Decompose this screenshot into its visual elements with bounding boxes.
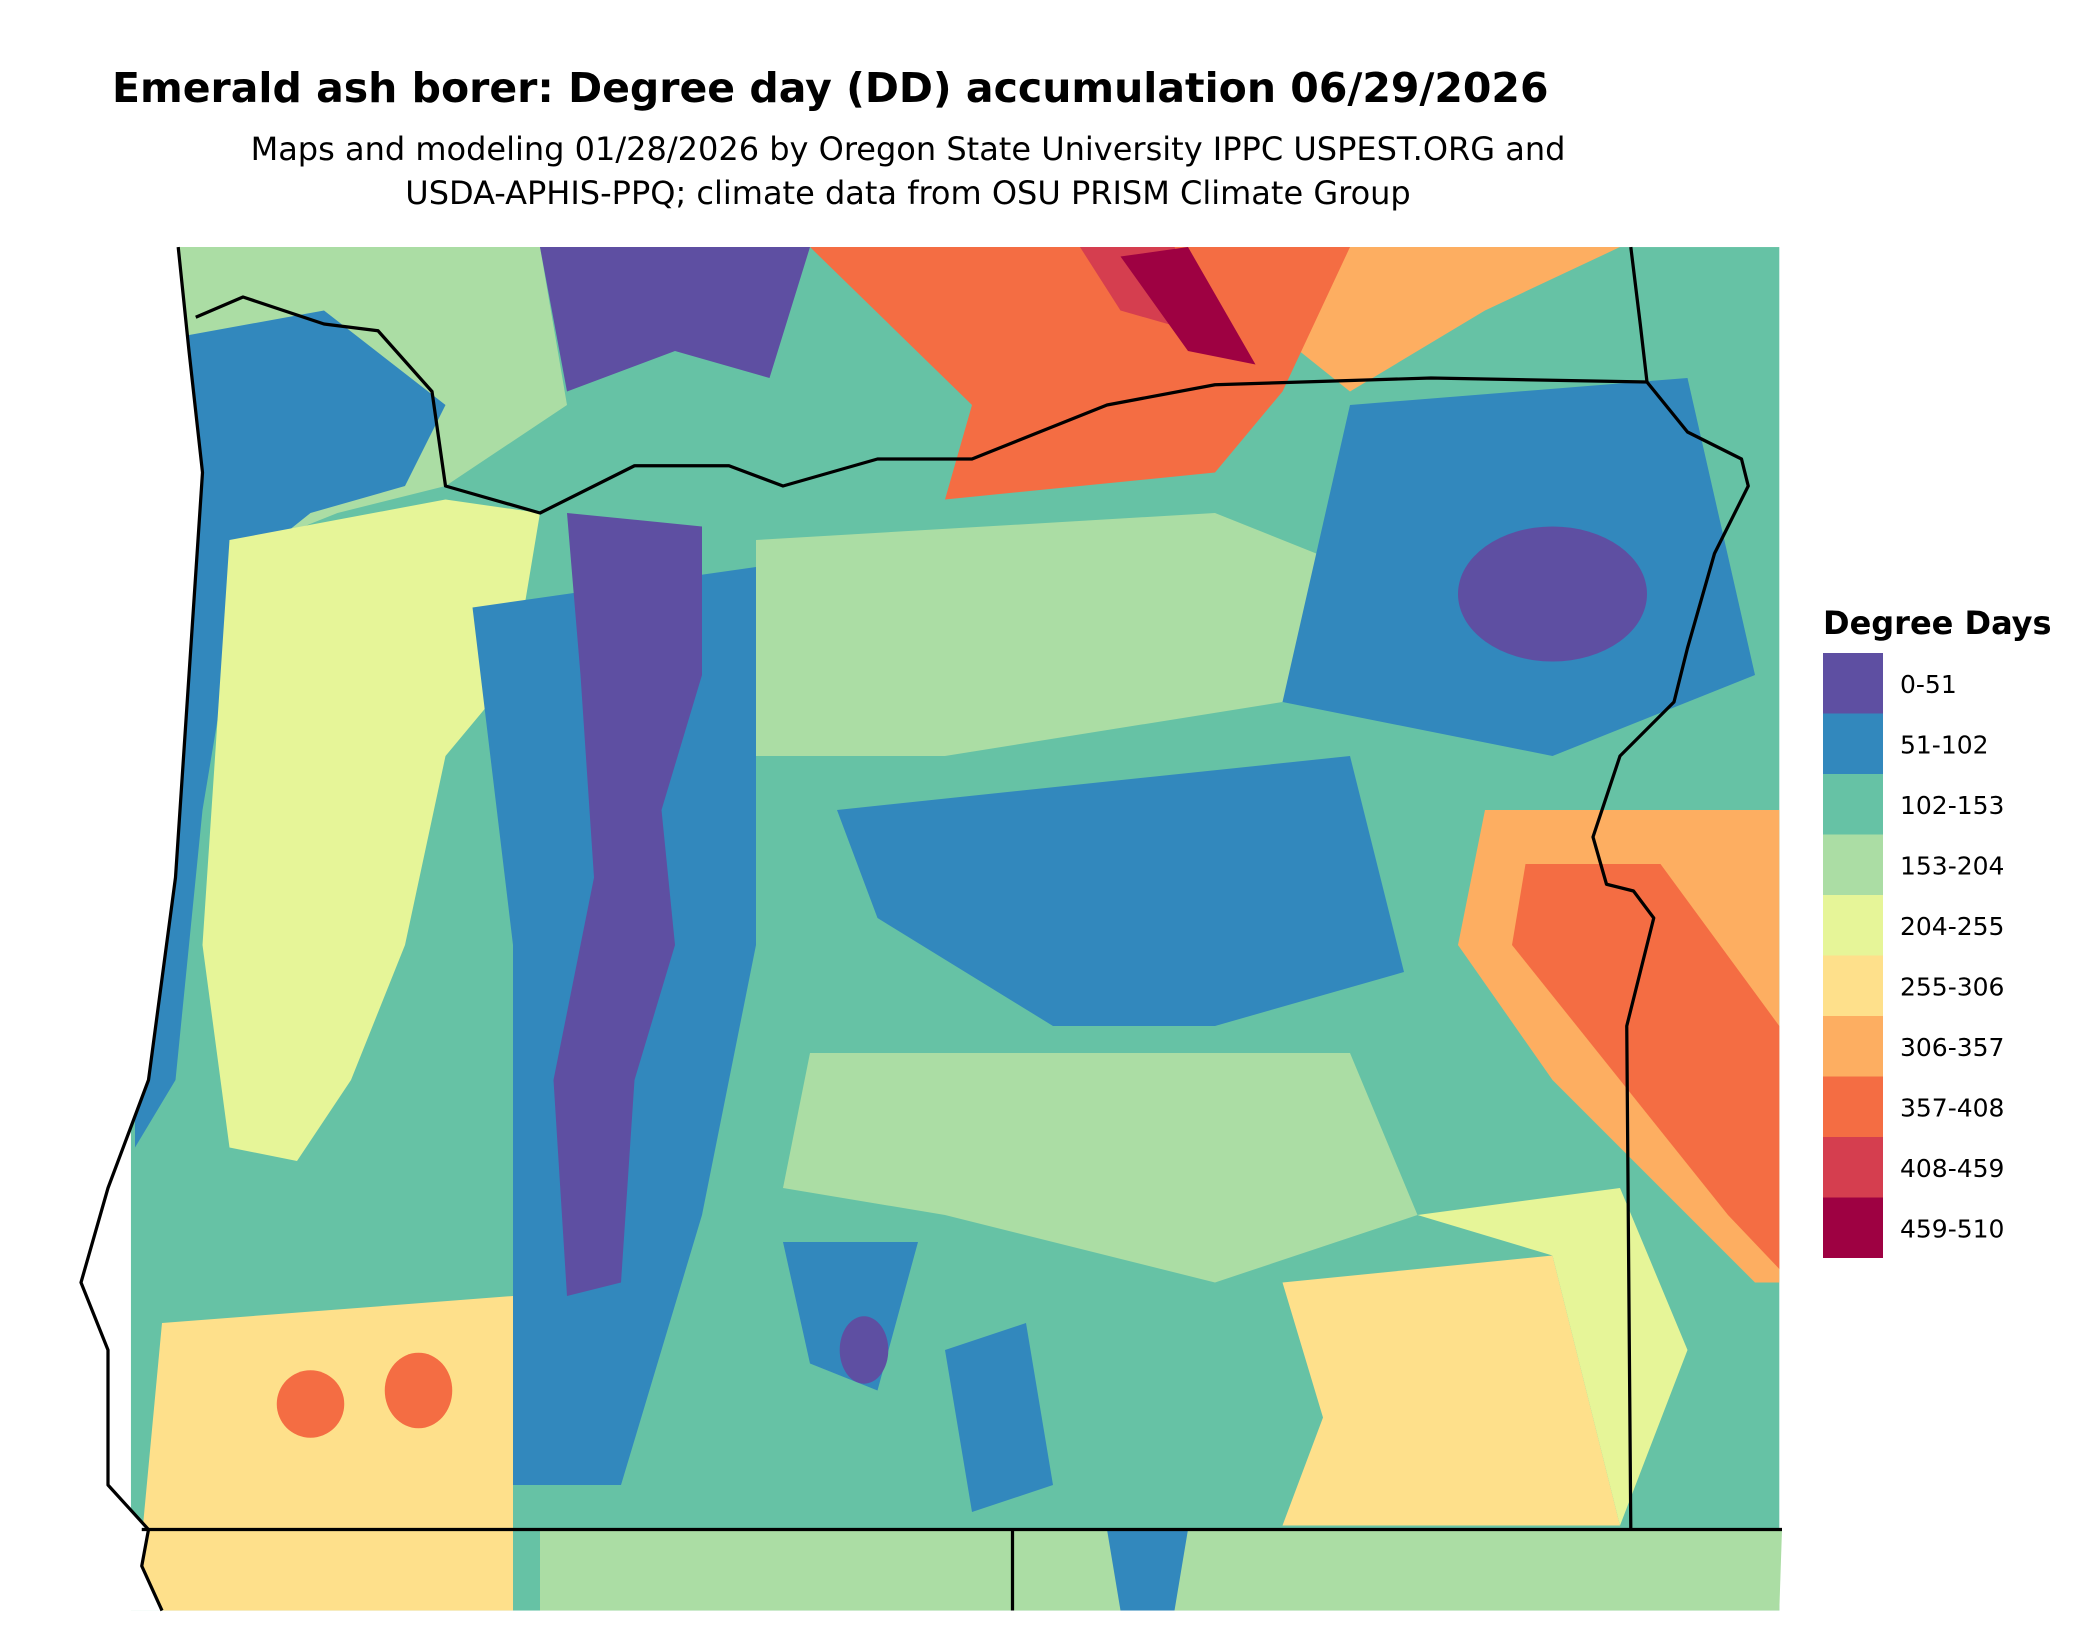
map-region [553, 513, 702, 1296]
legend-label: 51-102 [1900, 731, 1989, 760]
legend-label: 306-357 [1900, 1033, 2004, 1062]
map-region [384, 1352, 453, 1429]
map-region [1512, 864, 1780, 1269]
legend-swatch [1823, 1197, 1883, 1258]
subtitle: Maps and modeling 01/28/2026 by Oregon S… [251, 130, 1566, 168]
legend-label: 357-408 [1900, 1094, 2004, 1123]
legend-swatch [1823, 895, 1883, 956]
legend-swatch [1823, 713, 1883, 774]
ocean [81, 247, 203, 1611]
map-region [1458, 526, 1647, 662]
legend-label: 0-51 [1900, 670, 1957, 699]
map-region [837, 756, 1404, 1026]
map-region [1417, 1188, 1688, 1526]
border [195, 295, 1750, 1530]
legend-swatch [1823, 834, 1883, 895]
map-region [1282, 1255, 1620, 1526]
title: Emerald ash borer: Degree day (DD) accum… [112, 64, 1548, 112]
legend-label: 408-459 [1900, 1154, 2004, 1183]
border [1629, 246, 1649, 383]
map-region [839, 1316, 889, 1384]
map-region [945, 1323, 1053, 1512]
map-region [1107, 1529, 1188, 1611]
map-region [783, 1053, 1418, 1283]
legend-swatch [1823, 774, 1883, 835]
map-region [202, 499, 540, 1161]
legend: 0-51 51-102 102-153 153-204 204-255 255-306 30… [1823, 653, 2004, 1258]
legend-swatch [1823, 1076, 1883, 1137]
legend-swatch [1823, 1016, 1883, 1077]
legend-swatch [1823, 1137, 1883, 1198]
map-region [756, 513, 1350, 756]
map [79, 246, 1783, 1612]
map-region [135, 310, 446, 1148]
legend-label: 459-510 [1900, 1215, 2004, 1244]
map-region [276, 1370, 345, 1438]
legend-swatch [1823, 653, 1883, 714]
legend-title: Degree Days [1823, 604, 2052, 642]
subtitle: USDA-APHIS-PPQ; climate data from OSU PR… [405, 174, 1410, 212]
map-region [135, 1296, 513, 1611]
legend-label: 255-306 [1900, 973, 2004, 1002]
map-region [540, 247, 810, 392]
legend-label: 204-255 [1900, 912, 2004, 941]
map-region [1282, 247, 1620, 392]
map-region [1120, 247, 1256, 365]
legend-label: 102-153 [1900, 791, 2004, 820]
legend-label: 153-204 [1900, 852, 2004, 881]
legend-swatch [1823, 955, 1883, 1016]
